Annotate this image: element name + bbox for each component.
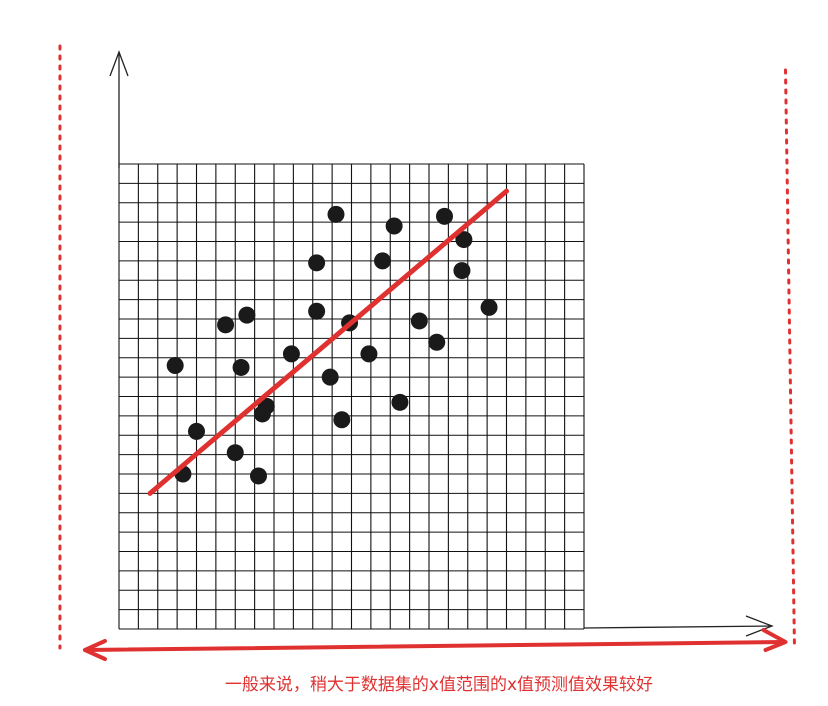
data-point xyxy=(257,397,275,415)
data-point xyxy=(238,306,256,324)
data-point xyxy=(321,368,339,386)
data-point xyxy=(455,231,473,249)
data-point xyxy=(217,316,235,334)
data-point xyxy=(327,205,345,223)
data-point xyxy=(308,254,326,272)
data-point xyxy=(282,345,300,363)
data-point xyxy=(391,393,409,411)
fit-line xyxy=(147,188,509,496)
data-point xyxy=(308,302,326,320)
data-point xyxy=(453,262,471,280)
x-axis xyxy=(583,625,773,629)
data-point xyxy=(480,298,498,316)
data-point xyxy=(436,207,453,225)
data-point xyxy=(188,422,205,440)
range-arrow-head-left xyxy=(82,639,107,661)
data-point xyxy=(333,411,351,429)
data-point xyxy=(410,312,428,330)
arrow-right-icon xyxy=(745,615,774,637)
data-point xyxy=(428,333,446,351)
caption: 一般来说，稍大于数据集的x值范围的x值预测值效果较好 xyxy=(224,675,654,695)
arrow-up-icon xyxy=(109,50,129,77)
data-point xyxy=(360,345,378,363)
double-headed-arrow-icon xyxy=(82,628,788,661)
data-point xyxy=(250,467,267,485)
range-arrow-shaft xyxy=(84,640,786,652)
data-point xyxy=(385,217,403,235)
data-point xyxy=(226,444,244,462)
range-arrow-head-right xyxy=(761,628,788,652)
data-point xyxy=(374,252,391,270)
range-right-bound xyxy=(784,68,796,650)
data-point xyxy=(166,357,184,374)
data-point xyxy=(232,358,250,376)
grid xyxy=(118,163,585,630)
